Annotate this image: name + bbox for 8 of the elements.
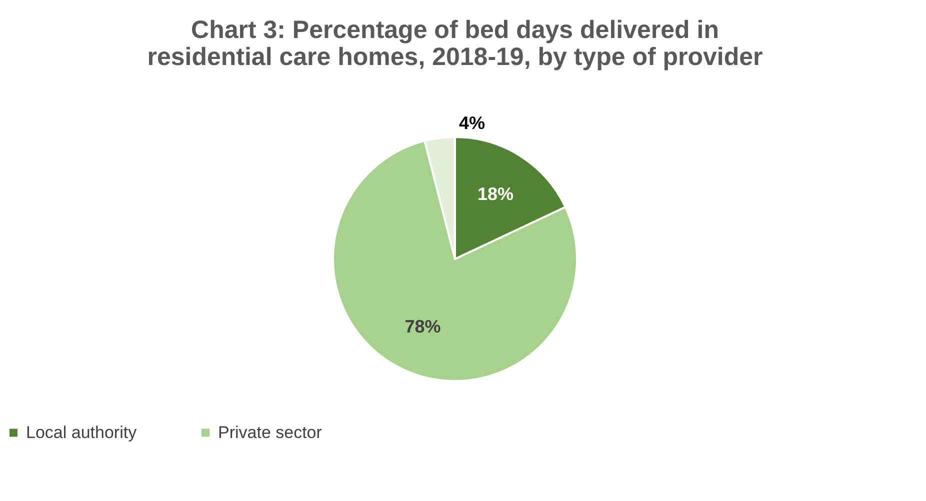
data-label: 18% [478,184,514,204]
pie-slice [332,140,578,382]
data-label: 4% [459,113,486,134]
legend-label: Private sector [218,422,322,442]
text: Chart 3: Percentage of bed days delivered in [191,16,719,44]
text: residential care homes, 2018-19, by type of provider [147,43,763,72]
data-label: 78% [404,316,441,336]
legend-label: Local authority [26,422,138,442]
